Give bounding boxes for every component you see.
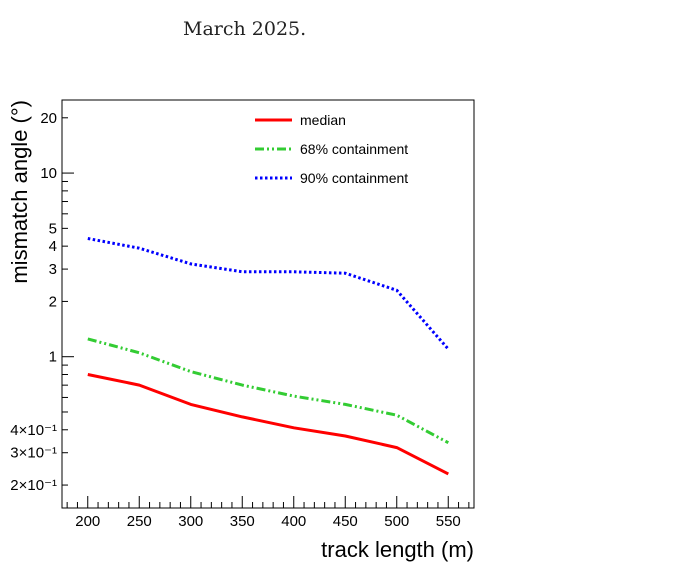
page-caption: March 2025. [183,18,307,40]
y-tick-label: 2 [49,293,57,310]
y-tick-label: 10 [40,165,57,182]
y-tick-label: 1 [49,349,57,366]
x-tick-label: 250 [127,513,152,530]
x-tick-label: 450 [333,513,358,530]
x-tick-label: 400 [281,513,306,530]
legend-label-1: median [300,112,346,128]
x-tick-label: 550 [436,513,461,530]
y-tick-label: 20 [40,110,57,127]
y-tick-label: 2×10⁻¹ [10,477,57,494]
y-tick-label: 3×10⁻¹ [10,445,57,462]
legend-label-3: 90% containment [300,170,408,186]
y-tick-label: 4×10⁻¹ [10,422,57,439]
legend-label-2: 68% containment [300,141,408,157]
y-axis-title: mismatch angle (°) [7,100,32,284]
y-tick-label: 5 [49,220,57,237]
plot-frame [61,99,475,509]
legend: median 68% containment 90% containment [255,112,408,186]
y-tick-label: 3 [49,261,57,278]
y-tick-label: 4 [49,238,57,255]
x-tick-label: 350 [230,513,255,530]
axis-ticks: 200 250 300 350 400 450 500 550 2×10⁻¹ 3×10⁻¹ 4×10… [10,110,470,530]
x-axis-title: track length (m) [321,537,474,562]
series-line-1 [87,373,449,476]
series-group [87,237,450,476]
x-tick-label: 500 [384,513,409,530]
x-tick-label: 300 [178,513,203,530]
series-line-2 [87,337,450,445]
x-tick-label: 200 [75,513,100,530]
series-line-3 [87,237,450,351]
